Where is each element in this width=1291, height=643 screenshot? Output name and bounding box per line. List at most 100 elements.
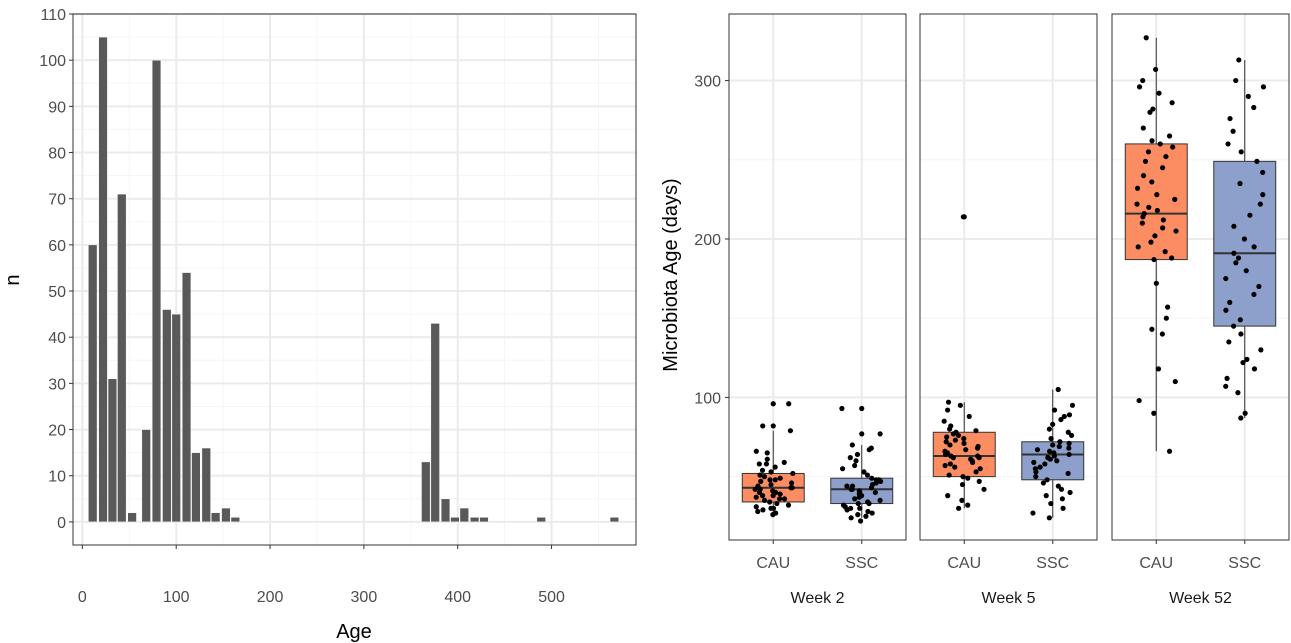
jitter-point [872,489,878,496]
jitter-point [1163,315,1169,321]
jitter-point [776,496,783,502]
jitter-point [941,418,947,424]
jitter-point [873,477,879,483]
x-tick-label: CAU [947,555,981,572]
jitter-point [956,505,962,511]
jitter-point [1045,455,1051,461]
jitter-point [1057,439,1063,445]
jitter-point [1238,149,1244,155]
x-tick-label: 400 [444,589,471,606]
x-tick-label: CAU [1139,555,1173,572]
jitter-point [772,477,778,483]
jitter-point [1033,474,1039,480]
jitter-point [1163,153,1169,160]
jitter-point [755,483,761,489]
y-tick-label: 80 [48,146,66,163]
jitter-point [1172,196,1178,202]
jitter-point [1240,359,1246,366]
jitter-point [1247,212,1253,218]
histogram-bar [221,507,231,523]
jitter-point [1223,383,1229,389]
jitter-point [1046,515,1052,521]
y-tick-label: 60 [48,238,66,255]
outlier-point [770,401,776,407]
jitter-point [1231,323,1237,329]
jitter-point [1134,201,1140,207]
jitter-point [756,461,762,467]
jitter-point [1134,185,1141,191]
jitter-point [952,437,958,443]
jitter-point [1165,304,1171,310]
jitter-point [770,505,777,511]
jitter-point [772,464,778,470]
jitter-point [1156,90,1162,96]
jitter-point [1260,84,1267,90]
jitter-point [1223,275,1229,282]
jitter-point [981,486,987,492]
jitter-point [961,440,967,446]
jitter-point [968,456,974,462]
jitter-point [1048,436,1054,442]
jitter-point [773,510,779,516]
histogram-bar [430,323,440,523]
y-tick-label: 200 [694,232,721,249]
jitter-point [1260,192,1266,198]
jitter-point [781,496,788,502]
jitter-point [855,500,861,507]
jitter-point [1135,244,1141,250]
jitter-point [1149,326,1155,332]
jitter-point [777,491,783,497]
jitter-point [975,443,981,450]
x-tick-label: SSC [1036,555,1069,572]
facet-panel-border [1111,13,1290,541]
jitter-point [1051,450,1057,456]
facet-strip-label: Week 2 [791,590,845,607]
x-tick-label: 500 [538,589,565,606]
jitter-point [1157,141,1163,147]
jitter-point [1066,445,1072,451]
jitter-point [847,455,853,461]
histogram-bar [191,452,201,523]
jitter-point [1231,250,1237,256]
jitter-point [1251,291,1257,298]
facet-week-5: CAU SSC Week 5 [919,13,1098,607]
jitter-point [1051,407,1058,413]
jitter-point [1046,426,1052,432]
histogram-panel-border [72,13,637,546]
y-tick-label: 30 [48,376,66,393]
jitter-point [1227,299,1233,305]
jitter-point [855,512,861,518]
jitter-point [864,472,870,478]
jitter-point [961,436,967,442]
jitter-point [943,439,949,445]
y-tick-label: 50 [48,284,66,301]
jitter-point [753,494,759,500]
facet-week-2: CAU SSC Week 2 [728,13,907,607]
jitter-point [869,475,875,481]
jitter-point [863,513,869,519]
jitter-point [1065,470,1071,477]
y-tick-label: 10 [48,469,66,486]
jitter-point [947,461,953,467]
jitter-point [853,458,859,464]
facet-panel-background [729,14,906,540]
jitter-point [1034,447,1041,453]
jitter-point [1050,442,1056,448]
jitter-point [963,447,969,453]
jitter-point [1069,402,1076,408]
jitter-point [1140,125,1146,131]
jitter-point [861,469,867,475]
jitter-point [753,448,759,454]
histogram-bar [107,378,118,523]
histogram-y-ticks: 0 10 20 30 40 50 60 70 80 90 100 110 [39,7,73,532]
jitter-point [1067,489,1073,496]
jitter-point [1231,223,1237,229]
histogram-bar [536,517,546,523]
jitter-point [764,450,770,456]
x-tick-label: 200 [257,589,284,606]
jitter-point [854,451,861,458]
jitter-point [1166,133,1173,139]
histogram-y-axis-title: n [2,274,24,285]
jitter-point [1040,480,1047,486]
jitter-point [1244,356,1250,362]
